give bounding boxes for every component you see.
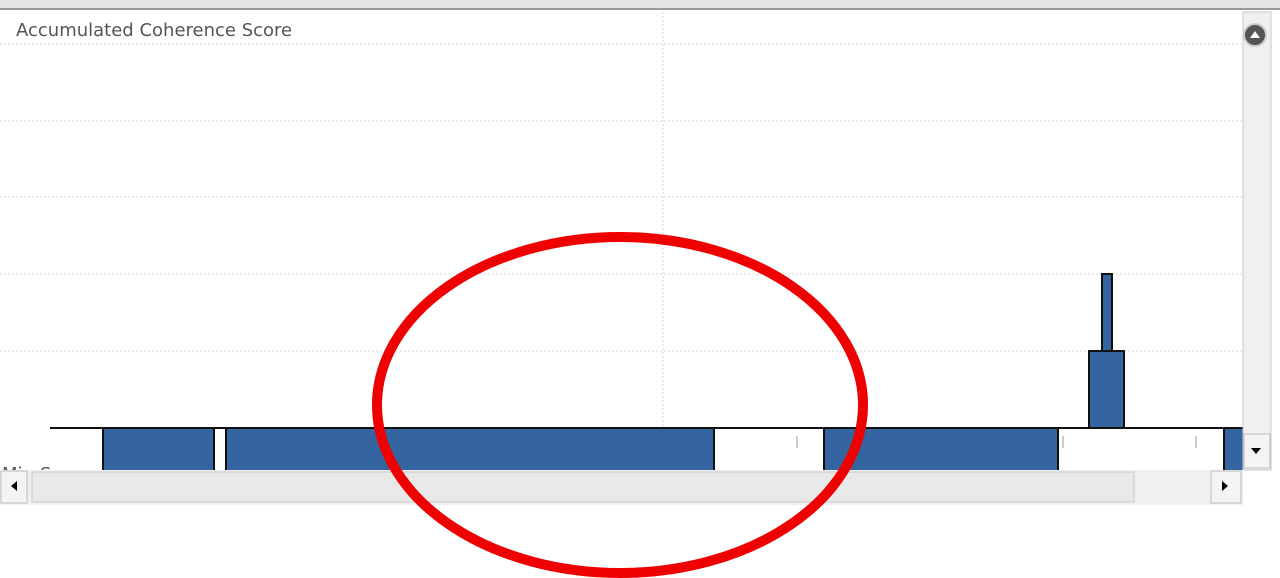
icon [1250, 31, 1260, 38]
icon [11, 481, 17, 491]
icon [1222, 481, 1228, 491]
scroll-track [1242, 11, 1272, 471]
bar [1088, 350, 1125, 429]
top-bar [0, 0, 1280, 10]
bar [102, 427, 215, 470]
horizontal-scrollbar [0, 470, 1243, 505]
bar [1101, 273, 1113, 352]
vertical-scrollbar [1242, 11, 1272, 471]
step-line [50, 427, 104, 470]
plot: Min:Sec [2, 273, 1243, 485]
bar [1223, 427, 1243, 470]
annotation-ellipse [372, 232, 868, 578]
scroll-thumb[interactable] [31, 471, 1135, 503]
axis-label: Min:Sec [2, 464, 72, 485]
step-line [213, 427, 227, 470]
bar [225, 427, 715, 470]
icon [1251, 448, 1261, 454]
chart-title: Accumulated Coherence Score [16, 20, 292, 41]
bars [102, 273, 1243, 470]
